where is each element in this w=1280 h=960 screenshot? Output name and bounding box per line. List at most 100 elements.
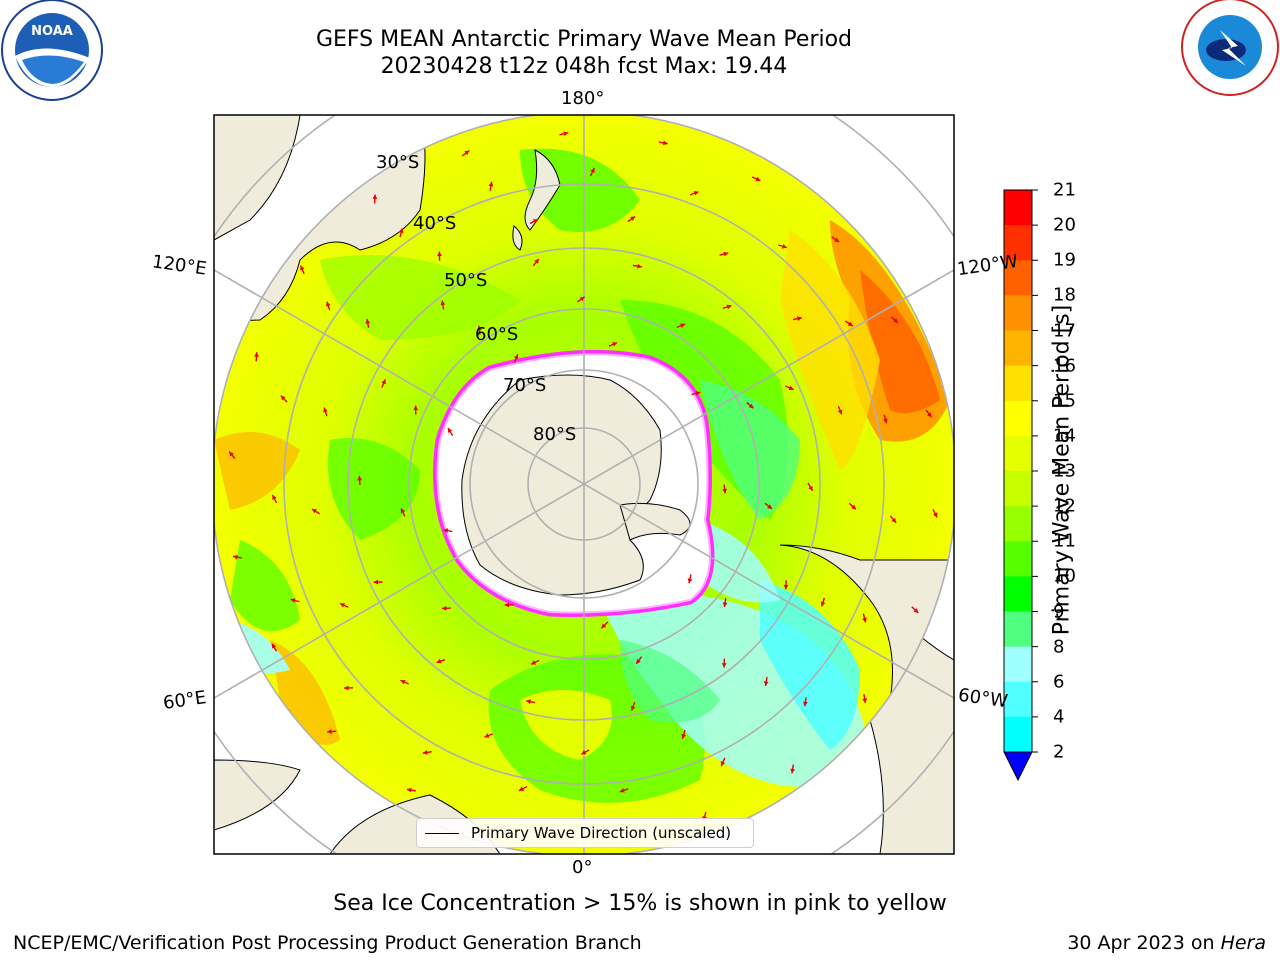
chart-title: GEFS MEAN Antarctic Primary Wave Mean Pe…	[315, 27, 853, 52]
wave-arrow-head	[254, 352, 259, 357]
legend-label: Primary Wave Direction (unscaled)	[471, 824, 732, 842]
colorbar-segment	[1004, 506, 1032, 542]
wave-arrow-head	[788, 385, 794, 391]
wave-arrow-head	[781, 244, 787, 249]
wave-arrow-head	[413, 405, 419, 410]
wave-arrow-head	[398, 228, 404, 234]
wave-arrow-head	[834, 237, 840, 243]
wave-arrow-head	[763, 681, 769, 686]
lat-label-30s: 30°S	[376, 152, 420, 173]
colorbar-segment	[1004, 435, 1032, 472]
colorbar-tick-label: 4	[1053, 706, 1065, 728]
lat-label-80s: 80°S	[533, 424, 577, 445]
wave-arrow-head	[477, 325, 482, 331]
colorbar-segment	[1004, 400, 1032, 437]
wave-arrow-head	[311, 509, 317, 514]
wave-arrow-head	[272, 494, 277, 500]
wave-arrow-head	[681, 733, 687, 739]
map-legend: Primary Wave Direction (unscaled)	[416, 818, 754, 848]
wave-arrow-head	[581, 750, 587, 755]
wave-arrow-head	[687, 578, 693, 584]
colorbar	[1003, 189, 1038, 782]
wave-arrow-head	[720, 761, 726, 767]
wave-arrow-head	[926, 412, 932, 418]
wave-arrow-head	[893, 318, 898, 323]
wave-arrow-head	[513, 354, 519, 360]
colorbar-segment	[1004, 611, 1032, 648]
wave-arrow-head	[443, 528, 449, 534]
wave-arrow-head	[327, 729, 332, 734]
wave-arrow-head	[290, 598, 296, 603]
wave-arrow-head	[464, 150, 470, 156]
colorbar-segment	[1004, 225, 1032, 261]
colorbar-tick-label: 20	[1053, 214, 1076, 236]
wave-arrow-head	[722, 602, 728, 607]
wave-arrow-head	[637, 263, 642, 269]
wave-arrow-head	[372, 194, 378, 200]
wave-arrow-head	[440, 300, 446, 306]
nws-logo	[1181, 0, 1279, 96]
colorbar-segment	[1004, 365, 1032, 402]
colorbar-tick-label: 18	[1053, 284, 1076, 306]
wave-arrow-head	[488, 181, 494, 187]
wave-arrow-head	[400, 679, 406, 685]
colorbar-segment	[1004, 471, 1032, 507]
colorbar-tick-label: 16	[1053, 355, 1076, 377]
footer-machine: Hera	[1220, 932, 1266, 954]
wave-arrow-head	[325, 301, 331, 307]
lat-label-60s: 60°S	[475, 324, 519, 345]
wave-arrow-head	[837, 409, 843, 415]
wave-arrow-head	[526, 699, 531, 704]
wave-arrow-head	[373, 579, 379, 585]
colorbar-segment	[1004, 260, 1032, 296]
noaa-logo: NOAA	[1, 0, 103, 101]
wave-arrow-head	[233, 554, 238, 560]
wave-arrow-head	[400, 508, 406, 514]
wave-arrow-head	[755, 176, 761, 182]
colorbar-segment	[1004, 190, 1032, 226]
wave-arrow-head	[803, 701, 808, 707]
wave-arrow-head	[381, 379, 386, 385]
colorbar-tick-label: 6	[1053, 671, 1065, 693]
wave-arrow-head	[695, 391, 701, 396]
sea-ice-caption: Sea Ice Concentration > 15% is shown in …	[333, 891, 947, 916]
wave-arrow-head	[721, 663, 727, 668]
map-area	[214, 115, 954, 854]
wave-arrow-head	[630, 705, 636, 711]
antarctica-land	[461, 374, 662, 596]
wave-arrow-head	[437, 251, 442, 257]
colorbar-segment	[1004, 541, 1032, 577]
lat-label-50s: 50°S	[444, 270, 488, 291]
wave-arrow-head	[484, 733, 490, 738]
colorbar-tick-label: 10	[1053, 565, 1076, 587]
colorbar-segment	[1004, 295, 1032, 331]
wave-arrow-head	[797, 316, 802, 322]
wave-direction-arrows	[228, 131, 938, 841]
colorbar-tick-label: 17	[1053, 320, 1076, 341]
wave-arrow-head	[619, 788, 625, 793]
wave-arrow-head	[723, 251, 729, 257]
colorbar-tick-label: 12	[1053, 495, 1076, 517]
lat-label-40s: 40°S	[413, 213, 457, 234]
lat-label-70s: 70°S	[503, 375, 547, 396]
wave-arrow-head	[422, 750, 428, 755]
colorbar-tick-label: 21	[1053, 179, 1076, 201]
wave-arrow-head	[579, 296, 585, 302]
wave-arrow-head	[534, 258, 539, 264]
colorbar-tick-label: 11	[1053, 530, 1076, 552]
wave-arrow-head	[862, 698, 868, 704]
wave-arrow-head	[612, 342, 618, 347]
noaa-logo-text: NOAA	[31, 24, 73, 39]
colorbar-segment	[1004, 646, 1032, 683]
wave-arrow-head	[357, 475, 363, 481]
wave-arrow-head	[808, 485, 813, 491]
colorbar-segment	[1004, 330, 1032, 367]
wave-arrow-head	[726, 304, 732, 310]
wave-arrow-head	[601, 623, 607, 629]
wave-arrow-head	[323, 407, 328, 413]
wave-arrow-head	[590, 167, 595, 173]
wave-arrow-head	[820, 601, 826, 607]
wave-arrow-head	[636, 658, 641, 664]
wave-arrow-head	[441, 605, 447, 611]
